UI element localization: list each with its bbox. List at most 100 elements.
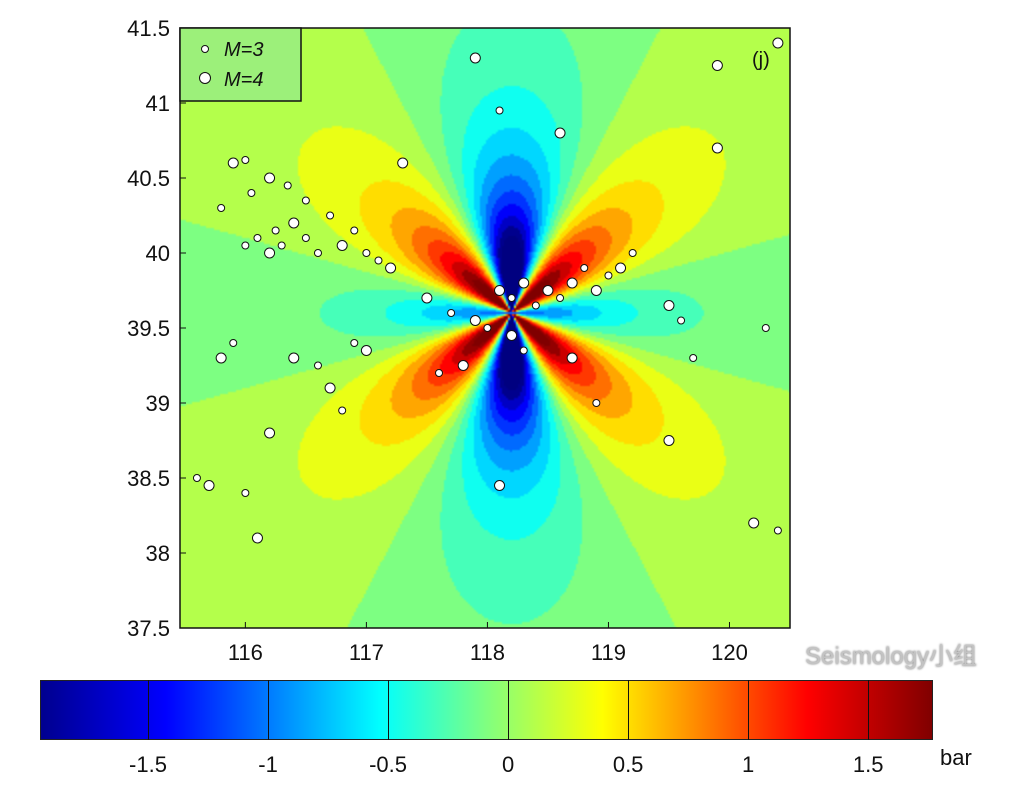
event-marker-m4 bbox=[554, 127, 566, 139]
event-marker-m4 bbox=[663, 300, 675, 311]
event-marker-m4 bbox=[288, 217, 300, 229]
event-marker-m4 bbox=[264, 247, 276, 259]
colorbar-tick-mark bbox=[868, 680, 870, 740]
event-marker-m4 bbox=[324, 382, 336, 394]
event-marker-m4 bbox=[421, 292, 433, 304]
event-marker-m3 bbox=[689, 354, 698, 362]
event-marker-m4 bbox=[566, 352, 578, 364]
colorbar-tick-mark bbox=[508, 680, 510, 740]
x-tick-label: 117 bbox=[349, 640, 384, 665]
event-marker-m4 bbox=[542, 285, 554, 296]
event-marker-m3 bbox=[241, 241, 250, 250]
y-axis: 41.5 41 40.5 40 39.5 39 38.5 38 37.5 bbox=[127, 16, 186, 641]
event-marker-m4 bbox=[711, 60, 723, 71]
event-marker-m3 bbox=[338, 406, 347, 415]
legend-box bbox=[179, 27, 302, 102]
event-marker-m3 bbox=[519, 346, 528, 355]
y-tick-label: 38.5 bbox=[127, 466, 170, 491]
event-marker-m4 bbox=[566, 277, 578, 289]
event-marker-m3 bbox=[483, 324, 492, 332]
event-marker-m4 bbox=[469, 52, 481, 64]
event-marker-m4 bbox=[469, 315, 481, 326]
legend-label-m4: M=4 bbox=[224, 69, 263, 91]
event-marker-m3 bbox=[283, 181, 292, 190]
event-markers bbox=[192, 37, 784, 544]
colorbar-tick-mark bbox=[628, 680, 630, 740]
event-marker-m3 bbox=[447, 309, 456, 317]
x-tick-label: 119 bbox=[591, 640, 626, 665]
event-marker-m3 bbox=[628, 249, 637, 257]
legend-marker-m4 bbox=[199, 72, 211, 84]
event-marker-m4 bbox=[615, 262, 627, 274]
event-marker-m3 bbox=[507, 294, 516, 302]
x-axis: 116 117 118 119 120 bbox=[228, 622, 748, 665]
colorbar-tick-label: -0.5 bbox=[369, 752, 408, 777]
legend-marker-m3 bbox=[201, 45, 209, 53]
event-marker-m4 bbox=[457, 360, 469, 371]
event-marker-m3 bbox=[580, 264, 589, 272]
event-marker-m4 bbox=[748, 517, 760, 529]
event-marker-m4 bbox=[518, 277, 530, 289]
event-marker-m4 bbox=[385, 262, 397, 274]
event-marker-m3 bbox=[592, 399, 601, 407]
event-marker-m4 bbox=[336, 240, 348, 251]
event-marker-m3 bbox=[271, 226, 280, 235]
event-marker-m3 bbox=[556, 294, 565, 302]
colorbar-unit: bar bbox=[940, 745, 972, 770]
event-marker-m3 bbox=[326, 211, 335, 220]
event-marker-m3 bbox=[192, 474, 201, 482]
event-marker-m4 bbox=[772, 37, 784, 49]
event-marker-m3 bbox=[301, 234, 310, 242]
y-tick-label: 40 bbox=[146, 241, 170, 266]
event-marker-m4 bbox=[590, 285, 602, 296]
event-marker-m3 bbox=[253, 234, 262, 242]
event-marker-m4 bbox=[360, 345, 372, 356]
colorbar-tick-label: -1 bbox=[258, 752, 278, 777]
event-marker-m3 bbox=[241, 156, 250, 164]
x-tick-label: 120 bbox=[711, 640, 748, 665]
event-marker-m3 bbox=[495, 106, 504, 115]
y-tick-label: 38 bbox=[146, 541, 170, 566]
event-marker-m4 bbox=[264, 172, 276, 184]
event-marker-m3 bbox=[435, 369, 444, 377]
panel-label: (j) bbox=[752, 49, 770, 71]
event-marker-m4 bbox=[264, 427, 276, 439]
event-marker-m4 bbox=[663, 435, 675, 446]
event-marker-m3 bbox=[531, 301, 540, 310]
colorbar-tick-label: -1.5 bbox=[129, 752, 167, 777]
colorbar-tick-mark bbox=[268, 680, 270, 740]
event-marker-m3 bbox=[313, 361, 322, 370]
event-marker-m4 bbox=[215, 352, 227, 364]
y-tick-label: 41 bbox=[146, 91, 170, 116]
event-marker-m4 bbox=[711, 142, 723, 154]
event-marker-m4 bbox=[494, 480, 506, 491]
event-marker-m3 bbox=[773, 526, 782, 535]
colorbar bbox=[40, 680, 933, 740]
event-marker-m3 bbox=[362, 249, 371, 257]
event-marker-m3 bbox=[301, 196, 310, 205]
event-marker-m3 bbox=[374, 256, 383, 265]
event-marker-m3 bbox=[313, 249, 322, 257]
event-marker-m3 bbox=[241, 489, 250, 497]
event-marker-m4 bbox=[203, 480, 215, 491]
colorbar-tick-label: 1 bbox=[742, 752, 755, 777]
y-tick-label: 37.5 bbox=[127, 616, 170, 641]
x-tick-label: 116 bbox=[228, 640, 263, 665]
event-marker-m4 bbox=[227, 157, 239, 169]
colorbar-tick-label: 1.5 bbox=[852, 752, 884, 777]
event-marker-m3 bbox=[761, 324, 770, 332]
event-marker-m3 bbox=[677, 316, 686, 325]
event-marker-m3 bbox=[217, 204, 226, 212]
colorbar-tick-mark bbox=[748, 680, 750, 740]
event-marker-m4 bbox=[251, 532, 263, 544]
event-marker-m3 bbox=[350, 226, 359, 235]
event-marker-m3 bbox=[277, 241, 286, 250]
colorbar-tick-mark bbox=[148, 680, 150, 740]
event-marker-m4 bbox=[397, 157, 409, 169]
event-marker-m3 bbox=[247, 189, 256, 197]
watermark: Seismology小组 bbox=[805, 643, 978, 670]
y-tick-label: 41.5 bbox=[127, 16, 170, 41]
event-marker-m3 bbox=[604, 271, 613, 280]
chart-plot: 116 117 118 119 120 41.5 41 40.5 40 39.5 39 38.5 38… bbox=[127, 16, 791, 665]
event-marker-m4 bbox=[494, 285, 506, 296]
